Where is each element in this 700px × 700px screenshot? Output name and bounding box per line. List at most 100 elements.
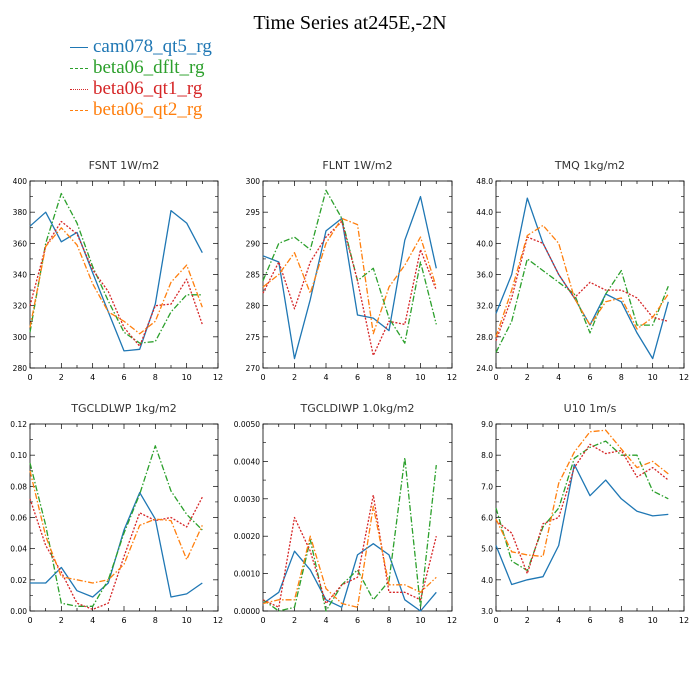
legend-item-qt2: beta06_qt2_rg — [70, 99, 212, 120]
x-tick-label: 2 — [292, 373, 297, 382]
y-tick-label: 400 — [13, 177, 28, 186]
y-tick-label: 0.0000 — [234, 607, 260, 616]
series-line-dflt — [495, 440, 669, 572]
x-tick-label: 0 — [27, 373, 32, 382]
x-tick-label: 8 — [619, 373, 624, 382]
y-tick-label: 3.0 — [481, 607, 493, 616]
x-tick-label: 0 — [493, 373, 498, 382]
legend-swatch-dflt — [70, 68, 88, 69]
x-tick-label: 8 — [386, 616, 391, 625]
legend-label-qt1: beta06_qt1_rg — [93, 78, 203, 99]
legend-label-cam078: cam078_qt5_rg — [93, 36, 212, 57]
y-tick-label: 0.02 — [10, 576, 27, 585]
x-tick-label: 10 — [182, 616, 192, 625]
y-tick-label: 280 — [13, 364, 28, 373]
y-tick-label: 300 — [246, 177, 261, 186]
x-tick-label: 0 — [260, 616, 265, 625]
x-tick-label: 8 — [153, 616, 158, 625]
x-tick-label: 10 — [415, 373, 425, 382]
plot-frame — [495, 423, 685, 612]
y-tick-label: 24.0 — [476, 364, 493, 373]
series-line-qt1 — [495, 236, 669, 341]
x-tick-label: 12 — [679, 373, 689, 382]
y-tick-label: 295 — [246, 208, 261, 217]
y-tick-label: 380 — [13, 208, 28, 217]
legend-item-cam078: cam078_qt5_rg — [70, 36, 212, 57]
x-tick-label: 8 — [386, 373, 391, 382]
y-tick-label: 0.08 — [10, 482, 27, 491]
chart-title: U10 1m/s — [564, 402, 617, 415]
y-tick-label: 0.0050 — [234, 420, 260, 429]
x-tick-label: 0 — [493, 616, 498, 625]
series-line-qt2 — [262, 217, 437, 335]
chart-panel-1: FSNT 1W/m2 0 2 4 6 8 10 12 280 300 320 340 360 380 400 — [13, 159, 223, 382]
y-tick-label: 290 — [246, 239, 261, 248]
y-tick-label: 48.0 — [476, 177, 493, 186]
series-line-qt1 — [29, 496, 203, 611]
chart-title: TGCLDLWP 1kg/m2 — [70, 402, 176, 415]
x-tick-label: 10 — [182, 373, 192, 382]
x-tick-label: 2 — [525, 616, 530, 625]
y-tick-label: 0.12 — [10, 420, 27, 429]
x-tick-label: 12 — [679, 616, 689, 625]
x-tick-label: 2 — [525, 373, 530, 382]
x-tick-label: 12 — [213, 616, 223, 625]
series-line-qt1 — [262, 220, 437, 357]
series-line-qt2 — [262, 505, 437, 608]
y-tick-label: 9.0 — [481, 420, 493, 429]
x-tick-label: 0 — [260, 373, 265, 382]
series-line-cam078 — [262, 543, 437, 612]
y-tick-label: 7.0 — [481, 482, 493, 491]
legend-label-qt2: beta06_qt2_rg — [93, 99, 203, 120]
x-tick-label: 4 — [323, 616, 328, 625]
series-line-dflt — [29, 192, 203, 344]
chart-title: FLNT 1W/m2 — [322, 159, 392, 172]
y-tick-label: 0.06 — [10, 514, 27, 523]
legend-swatch-cam078 — [70, 47, 88, 48]
series-line-dflt — [262, 457, 437, 612]
y-tick-label: 360 — [13, 239, 28, 248]
series-line-qt1 — [262, 494, 437, 608]
series-line-qt2 — [495, 429, 669, 558]
x-tick-label: 0 — [27, 616, 32, 625]
x-tick-label: 6 — [587, 373, 592, 382]
y-tick-label: 275 — [246, 333, 261, 342]
y-tick-label: 28.0 — [476, 333, 493, 342]
x-tick-label: 2 — [59, 616, 64, 625]
chart-panel-5: TGCLDIWP 1.0kg/m2 0 2 4 6 8 10 12 0.0000 0.0010 0.… — [234, 402, 457, 625]
y-tick-label: 0.0030 — [234, 495, 260, 504]
x-tick-label: 10 — [648, 373, 658, 382]
x-tick-label: 8 — [619, 616, 624, 625]
chart-panel-2: FLNT 1W/m2 0 2 4 6 8 10 12 270 275 280 285 290 295 300 — [246, 159, 457, 382]
series-line-cam078 — [262, 195, 437, 360]
y-tick-label: 285 — [246, 271, 261, 280]
series-line-qt1 — [495, 443, 669, 575]
x-tick-label: 12 — [447, 373, 457, 382]
x-tick-label: 4 — [323, 373, 328, 382]
y-tick-label: 44.0 — [476, 208, 493, 217]
y-tick-label: 6.0 — [481, 514, 493, 523]
series-line-cam078 — [29, 209, 203, 352]
x-tick-label: 12 — [447, 616, 457, 625]
y-tick-label: 320 — [13, 302, 28, 311]
y-tick-label: 40.0 — [476, 239, 493, 248]
x-tick-label: 2 — [59, 373, 64, 382]
chart-panel-6: U10 1m/s 0 2 4 6 8 10 12 3.0 4.0 5.0 6.0 7.0 8.0 9.0 — [481, 402, 689, 625]
legend-item-qt1: beta06_qt1_rg — [70, 78, 212, 99]
chart-title: TMQ 1kg/m2 — [554, 159, 625, 172]
y-tick-label: 270 — [246, 364, 261, 373]
x-tick-label: 8 — [153, 373, 158, 382]
series-line-cam078 — [30, 491, 203, 598]
page-title: Time Series at245E,-2N — [253, 12, 447, 34]
legend-item-dflt: beta06_dflt_rg — [70, 57, 212, 78]
chart-title: TGCLDIWP 1.0kg/m2 — [299, 402, 414, 415]
x-tick-label: 10 — [648, 616, 658, 625]
series-line-cam078 — [495, 197, 669, 360]
y-tick-label: 0.0010 — [234, 570, 260, 579]
y-tick-label: 32.0 — [476, 302, 493, 311]
series-line-dflt — [29, 445, 203, 607]
y-tick-label: 4.0 — [481, 576, 493, 585]
chart-panel-3: TMQ 1kg/m2 0 2 4 6 8 10 12 24.0 28.0 32.0 36.0 40.0 4… — [476, 159, 689, 382]
y-tick-label: 0.04 — [10, 545, 27, 554]
legend-swatch-qt2 — [70, 110, 88, 111]
